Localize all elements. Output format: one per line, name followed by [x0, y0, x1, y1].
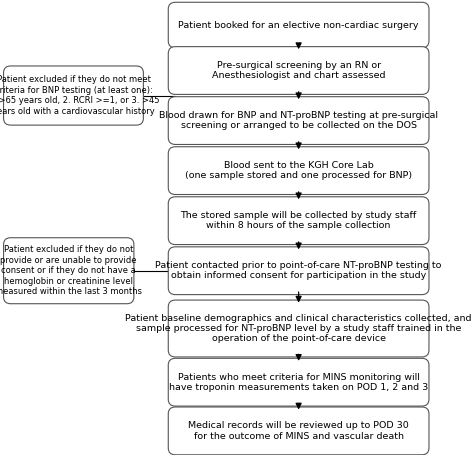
FancyBboxPatch shape [168, 247, 429, 295]
Text: Pre-surgical screening by an RN or
Anesthesiologist and chart assessed: Pre-surgical screening by an RN or Anest… [212, 61, 385, 80]
FancyBboxPatch shape [168, 46, 429, 95]
FancyBboxPatch shape [168, 97, 429, 145]
FancyBboxPatch shape [168, 2, 429, 48]
FancyBboxPatch shape [168, 407, 429, 455]
Text: Medical records will be reviewed up to POD 30
for the outcome of MINS and vascul: Medical records will be reviewed up to P… [188, 421, 409, 440]
FancyBboxPatch shape [168, 359, 429, 406]
FancyBboxPatch shape [168, 197, 429, 245]
Text: Patients who meet criteria for MINS monitoring will
have troponin measurements t: Patients who meet criteria for MINS moni… [169, 373, 428, 392]
Text: Blood drawn for BNP and NT-proBNP testing at pre-surgical
screening or arranged : Blood drawn for BNP and NT-proBNP testin… [159, 111, 438, 130]
Text: Patient excluded if they do not
provide or are unable to provide
consent or if t: Patient excluded if they do not provide … [0, 245, 142, 296]
Text: Patient baseline demographics and clinical characteristics collected, and
sample: Patient baseline demographics and clinic… [125, 313, 472, 344]
Text: The stored sample will be collected by study staff
within 8 hours of the sample : The stored sample will be collected by s… [181, 211, 417, 230]
Text: Patient excluded if they do not meet
criteria for BNP testing (at least one):
1.: Patient excluded if they do not meet cri… [0, 76, 159, 116]
FancyBboxPatch shape [3, 66, 143, 125]
Text: Blood sent to the KGH Core Lab
(one sample stored and one processed for BNP): Blood sent to the KGH Core Lab (one samp… [185, 161, 412, 180]
FancyBboxPatch shape [168, 147, 429, 195]
Text: Patient contacted prior to point-of-care NT-proBNP testing to
obtain informed co: Patient contacted prior to point-of-care… [155, 261, 442, 280]
FancyBboxPatch shape [3, 238, 134, 304]
Text: Patient booked for an elective non-cardiac surgery: Patient booked for an elective non-cardi… [178, 20, 419, 30]
FancyBboxPatch shape [168, 300, 429, 357]
